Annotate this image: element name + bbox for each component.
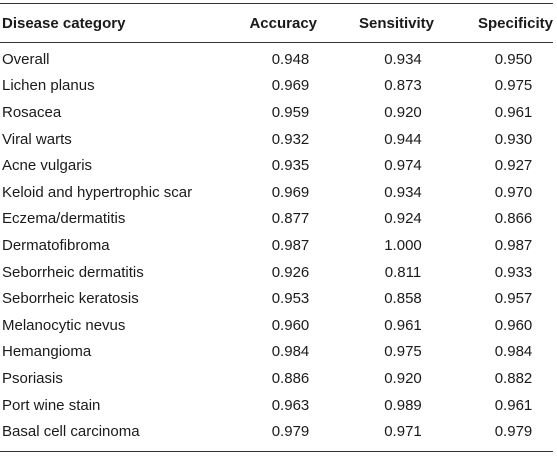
table-header: Disease category Accuracy Sensitivity Sp… (0, 3, 553, 43)
disease-category-cell: Keloid and hypertrophic scar (2, 183, 193, 201)
table-row: Basal cell carcinoma 0.979 0.971 0.979 (0, 418, 553, 452)
accuracy-cell: 0.963 (271, 396, 310, 414)
disease-category-cell: Seborrheic keratosis (2, 290, 139, 308)
header-row: Disease category Accuracy Sensitivity Sp… (0, 3, 553, 43)
specificity-cell: 0.866 (494, 210, 533, 228)
specificity-cell: 0.950 (494, 50, 533, 68)
accuracy-cell: 0.960 (271, 316, 310, 334)
table-row: Overall 0.948 0.934 0.950 (0, 43, 553, 73)
accuracy-cell: 0.886 (271, 369, 310, 387)
sensitivity-cell: 0.811 (384, 263, 422, 281)
accuracy-cell: 0.932 (271, 130, 310, 148)
accuracy-cell: 0.953 (271, 290, 310, 308)
disease-category-cell: Rosacea (2, 103, 62, 121)
accuracy-cell: 0.877 (271, 210, 310, 228)
disease-category-cell: Viral warts (2, 130, 72, 148)
specificity-cell: 0.979 (448, 418, 553, 452)
sensitivity-cell: 0.934 (384, 183, 422, 201)
sensitivity-cell: 0.858 (384, 290, 422, 308)
disease-category-cell: Melanocytic nevus (2, 316, 126, 334)
table-row: Seborrheic dermatitis 0.926 0.811 0.933 (0, 259, 553, 286)
sensitivity-cell: 0.924 (384, 210, 422, 228)
header-disease-category: Disease category (0, 3, 215, 43)
accuracy-cell: 0.935 (271, 157, 310, 175)
disease-category-cell: Eczema/dermatitis (2, 210, 126, 228)
table-row: Dermatofibroma 0.987 1.000 0.987 (0, 232, 553, 259)
sensitivity-cell: 0.974 (384, 157, 422, 175)
disease-category-cell: Hemangioma (2, 343, 92, 361)
specificity-cell: 0.987 (494, 236, 533, 254)
specificity-cell: 0.960 (494, 316, 533, 334)
specificity-cell: 0.961 (494, 396, 533, 414)
disease-category-cell: Overall (2, 50, 50, 68)
sensitivity-cell: 0.961 (384, 316, 422, 334)
sensitivity-cell: 0.873 (384, 77, 422, 95)
disease-category-cell: Psoriasis (2, 369, 63, 387)
header-accuracy: Accuracy (215, 3, 328, 43)
sensitivity-cell: 0.975 (384, 343, 422, 361)
accuracy-cell: 0.969 (271, 77, 310, 95)
accuracy-cell: 0.984 (271, 343, 310, 361)
sensitivity-cell: 0.971 (328, 418, 448, 452)
table-row: Viral warts 0.932 0.944 0.930 (0, 126, 553, 153)
disease-category-cell: Port wine stain (2, 396, 101, 414)
sensitivity-cell: 0.934 (384, 50, 422, 68)
specificity-cell: 0.927 (494, 157, 533, 175)
table-row: Melanocytic nevus 0.960 0.961 0.960 (0, 312, 553, 339)
specificity-cell: 0.882 (494, 369, 533, 387)
header-specificity: Specificity (448, 3, 553, 43)
table-row: Keloid and hypertrophic scar 0.969 0.934 0.… (0, 179, 553, 206)
specificity-cell: 0.970 (494, 183, 533, 201)
table-row: Seborrheic keratosis 0.953 0.858 0.957 (0, 285, 553, 312)
sensitivity-cell: 0.920 (384, 369, 422, 387)
specificity-cell: 0.984 (494, 343, 533, 361)
specificity-cell: 0.957 (494, 290, 533, 308)
disease-category-cell: Lichen planus (2, 77, 95, 95)
table-body: Overall 0.948 0.934 0.950 Lichen planus 0.969… (0, 43, 553, 452)
table-row: Acne vulgaris 0.935 0.974 0.927 (0, 152, 553, 179)
accuracy-cell: 0.987 (271, 236, 310, 254)
header-sensitivity: Sensitivity (328, 3, 448, 43)
accuracy-cell: 0.959 (271, 103, 310, 121)
table-row: Psoriasis 0.886 0.920 0.882 (0, 365, 553, 392)
disease-category-cell: Basal cell carcinoma (0, 418, 215, 452)
accuracy-cell: 0.969 (271, 183, 310, 201)
specificity-cell: 0.930 (494, 130, 533, 148)
specificity-cell: 0.961 (494, 103, 533, 121)
accuracy-cell: 0.926 (271, 263, 310, 281)
accuracy-cell: 0.948 (271, 50, 310, 68)
specificity-cell: 0.975 (494, 77, 533, 95)
table-row: Lichen planus 0.969 0.873 0.975 (0, 73, 553, 100)
sensitivity-cell: 0.944 (384, 130, 422, 148)
accuracy-cell: 0.979 (215, 418, 328, 452)
specificity-cell: 0.933 (494, 263, 533, 281)
disease-category-cell: Seborrheic dermatitis (2, 263, 144, 281)
sensitivity-cell: 1.000 (384, 236, 422, 254)
results-table: Disease category Accuracy Sensitivity Sp… (0, 3, 553, 452)
sensitivity-cell: 0.989 (384, 396, 422, 414)
table-row: Port wine stain 0.963 0.989 0.961 (0, 392, 553, 419)
disease-category-cell: Acne vulgaris (2, 157, 93, 175)
table-row: Eczema/dermatitis 0.877 0.924 0.866 (0, 206, 553, 233)
disease-category-cell: Dermatofibroma (2, 236, 110, 254)
table-row: Hemangioma 0.984 0.975 0.984 (0, 339, 553, 366)
table-row: Rosacea 0.959 0.920 0.961 (0, 99, 553, 126)
sensitivity-cell: 0.920 (384, 103, 422, 121)
